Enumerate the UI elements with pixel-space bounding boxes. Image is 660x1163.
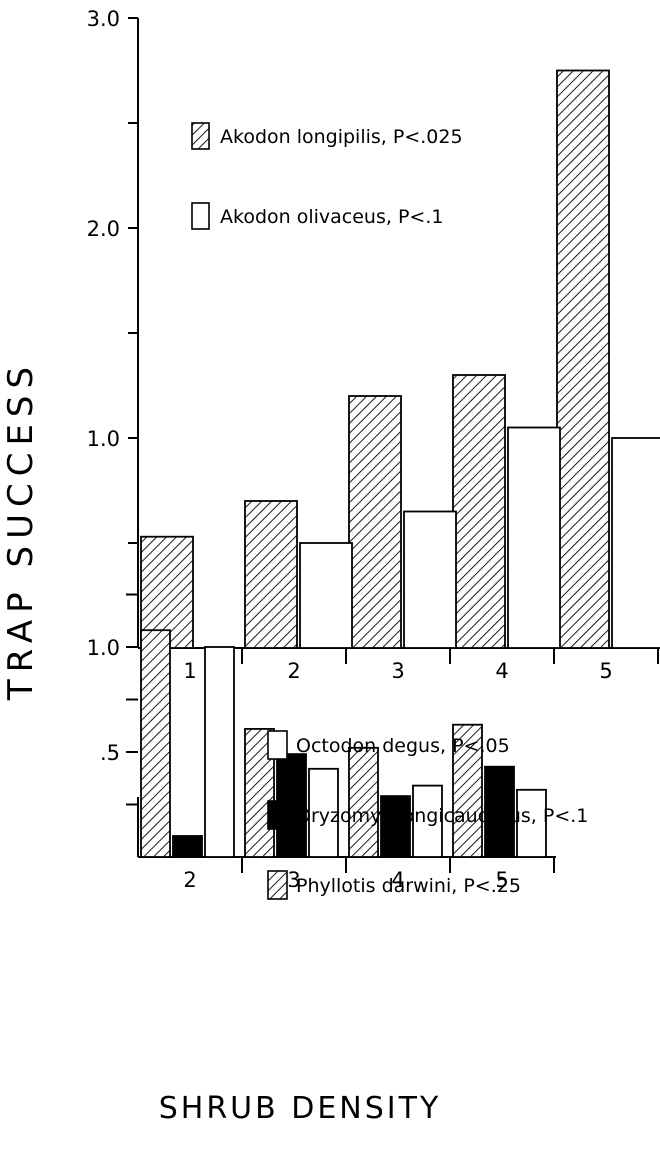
bar [452, 723, 483, 858]
bar [611, 437, 660, 649]
x-tick-label: 3 [391, 659, 404, 683]
x-tick-label: 3 [287, 868, 300, 892]
bar [452, 374, 506, 649]
bar [380, 795, 411, 858]
y-tick-label: 3.0 [87, 7, 120, 31]
y-tick-label: 2.0 [87, 217, 120, 241]
bar [348, 395, 402, 649]
bar [403, 510, 457, 649]
bar [140, 629, 171, 858]
legend-label: Phyllotis darwini, P<.25 [296, 875, 521, 897]
x-tick-label: 5 [599, 659, 612, 683]
legend-swatch [267, 800, 288, 830]
legend-swatch [267, 870, 288, 900]
bottom-panel: .5 1.0 2 3 4 5 Octodon degus, P<.05 Oryzomys lo… [87, 593, 588, 900]
y-axis-label: TRAP SUCCESS [1, 360, 41, 701]
x-tick-label: 1 [183, 659, 196, 683]
x-tick-label: 5 [495, 868, 508, 892]
bar [412, 784, 443, 858]
bar [484, 765, 515, 858]
bar [348, 746, 379, 858]
x-axis-label: SHRUB DENSITY [159, 1091, 442, 1126]
legend-label: Oryzomys longicaudatus, P<.1 [296, 805, 588, 827]
bar [308, 767, 339, 858]
top-panel: 1.0 2.0 3.0 1 2 3 4 5 Akodon longipilis, P<.025 A… [87, 7, 660, 683]
legend-swatch [267, 730, 288, 760]
legend-label: Akodon olivaceus, P<.1 [220, 206, 443, 228]
x-tick-label: 2 [183, 868, 196, 892]
y-tick-label: .5 [100, 741, 120, 765]
bar [556, 69, 610, 649]
bar [516, 788, 547, 858]
bar [204, 646, 235, 858]
bar [244, 500, 298, 649]
bar [299, 542, 353, 649]
x-tick-label: 4 [495, 659, 508, 683]
legend-swatch [191, 122, 210, 150]
x-tick-label: 2 [287, 659, 300, 683]
y-tick-label: 1.0 [87, 636, 120, 660]
bar [172, 835, 203, 858]
legend-swatch [191, 202, 210, 230]
bar [507, 426, 561, 649]
x-tick-label: 4 [391, 868, 404, 892]
y-tick-label: 1.0 [87, 427, 120, 451]
legend-label: Octodon degus, P<.05 [296, 735, 510, 757]
legend-label: Akodon longipilis, P<.025 [220, 126, 463, 148]
